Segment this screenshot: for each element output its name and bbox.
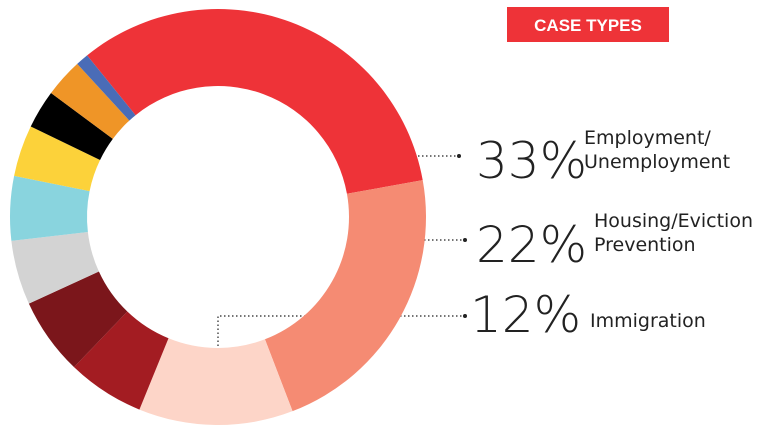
donut-slice xyxy=(9,175,90,241)
donut-slice xyxy=(14,126,101,192)
donut-slice xyxy=(11,232,99,304)
category-label: Housing/Eviction Prevention xyxy=(594,210,753,256)
leader-dot xyxy=(463,314,467,318)
category-label: Immigration xyxy=(590,310,706,332)
leader-dot xyxy=(463,238,467,242)
donut-slice xyxy=(264,180,426,412)
leader-dot xyxy=(457,154,461,158)
donut-slice xyxy=(74,311,169,410)
value-label: 12% xyxy=(470,286,581,344)
donut-slice xyxy=(51,63,130,139)
chart-title: CASE TYPES xyxy=(534,16,642,35)
category-label: Employment/Unemployment xyxy=(584,127,730,173)
donut-slice xyxy=(139,338,293,425)
category-line: Employment/ xyxy=(584,127,711,149)
category-line: Housing/Eviction xyxy=(594,210,753,232)
donut-slice xyxy=(77,55,136,121)
donut-slice xyxy=(87,8,423,194)
donut-slice xyxy=(30,92,113,160)
category-line: Unemployment xyxy=(584,151,730,173)
category-line: Immigration xyxy=(590,310,706,332)
donut-slice xyxy=(28,271,128,368)
title-box xyxy=(507,7,669,42)
value-label: 22% xyxy=(476,216,587,274)
category-line: Prevention xyxy=(594,234,696,256)
value-label: 33% xyxy=(476,132,587,190)
